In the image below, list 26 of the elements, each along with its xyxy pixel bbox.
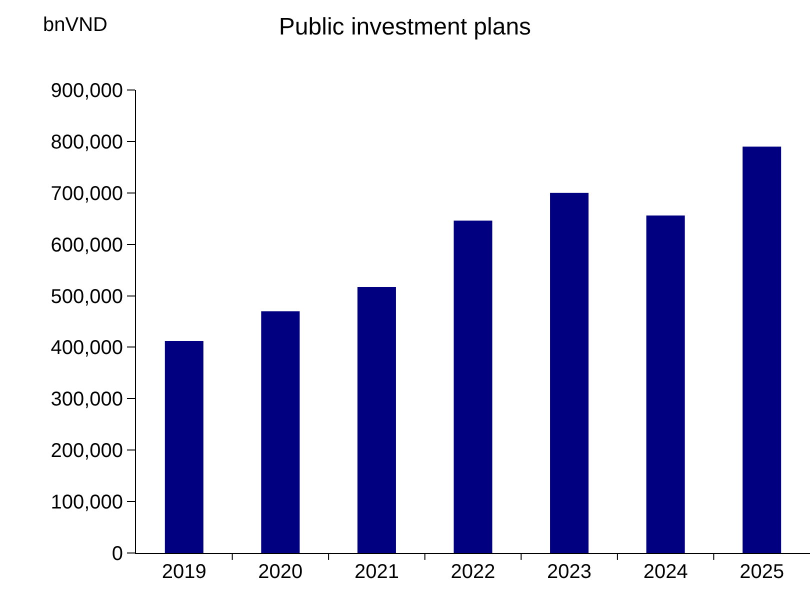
bar: [454, 220, 492, 553]
x-tick-label: 2025: [740, 561, 784, 583]
bar: [164, 341, 204, 553]
bar: [550, 192, 589, 553]
y-tick-label: 500,000: [50, 286, 123, 308]
y-tick-label: 600,000: [50, 234, 123, 256]
y-tick-label: 900,000: [50, 80, 123, 102]
y-axis-title: bnVND: [43, 14, 108, 36]
y-tick-label: 800,000: [50, 131, 123, 154]
x-tick-label: 2020: [258, 561, 303, 583]
bar: [742, 146, 782, 553]
x-tick-label: 2023: [547, 561, 592, 583]
x-tick-label: 2022: [450, 561, 496, 583]
y-tick-label: 400,000: [50, 337, 123, 360]
y-tick-label: 700,000: [50, 182, 123, 205]
y-tick-label: 300,000: [50, 388, 123, 411]
x-tick-label: 2019: [162, 561, 206, 583]
bar: [261, 311, 300, 553]
y-tick-label: 200,000: [50, 440, 123, 462]
y-tick-label: 0: [112, 543, 123, 565]
y-tick-label: 100,000: [50, 492, 123, 514]
bar: [357, 287, 396, 553]
x-tick-label: 2024: [643, 561, 688, 583]
bar: [646, 216, 685, 553]
x-tick-label: 2021: [354, 561, 399, 583]
chart-title: Public investment plans: [278, 14, 532, 41]
